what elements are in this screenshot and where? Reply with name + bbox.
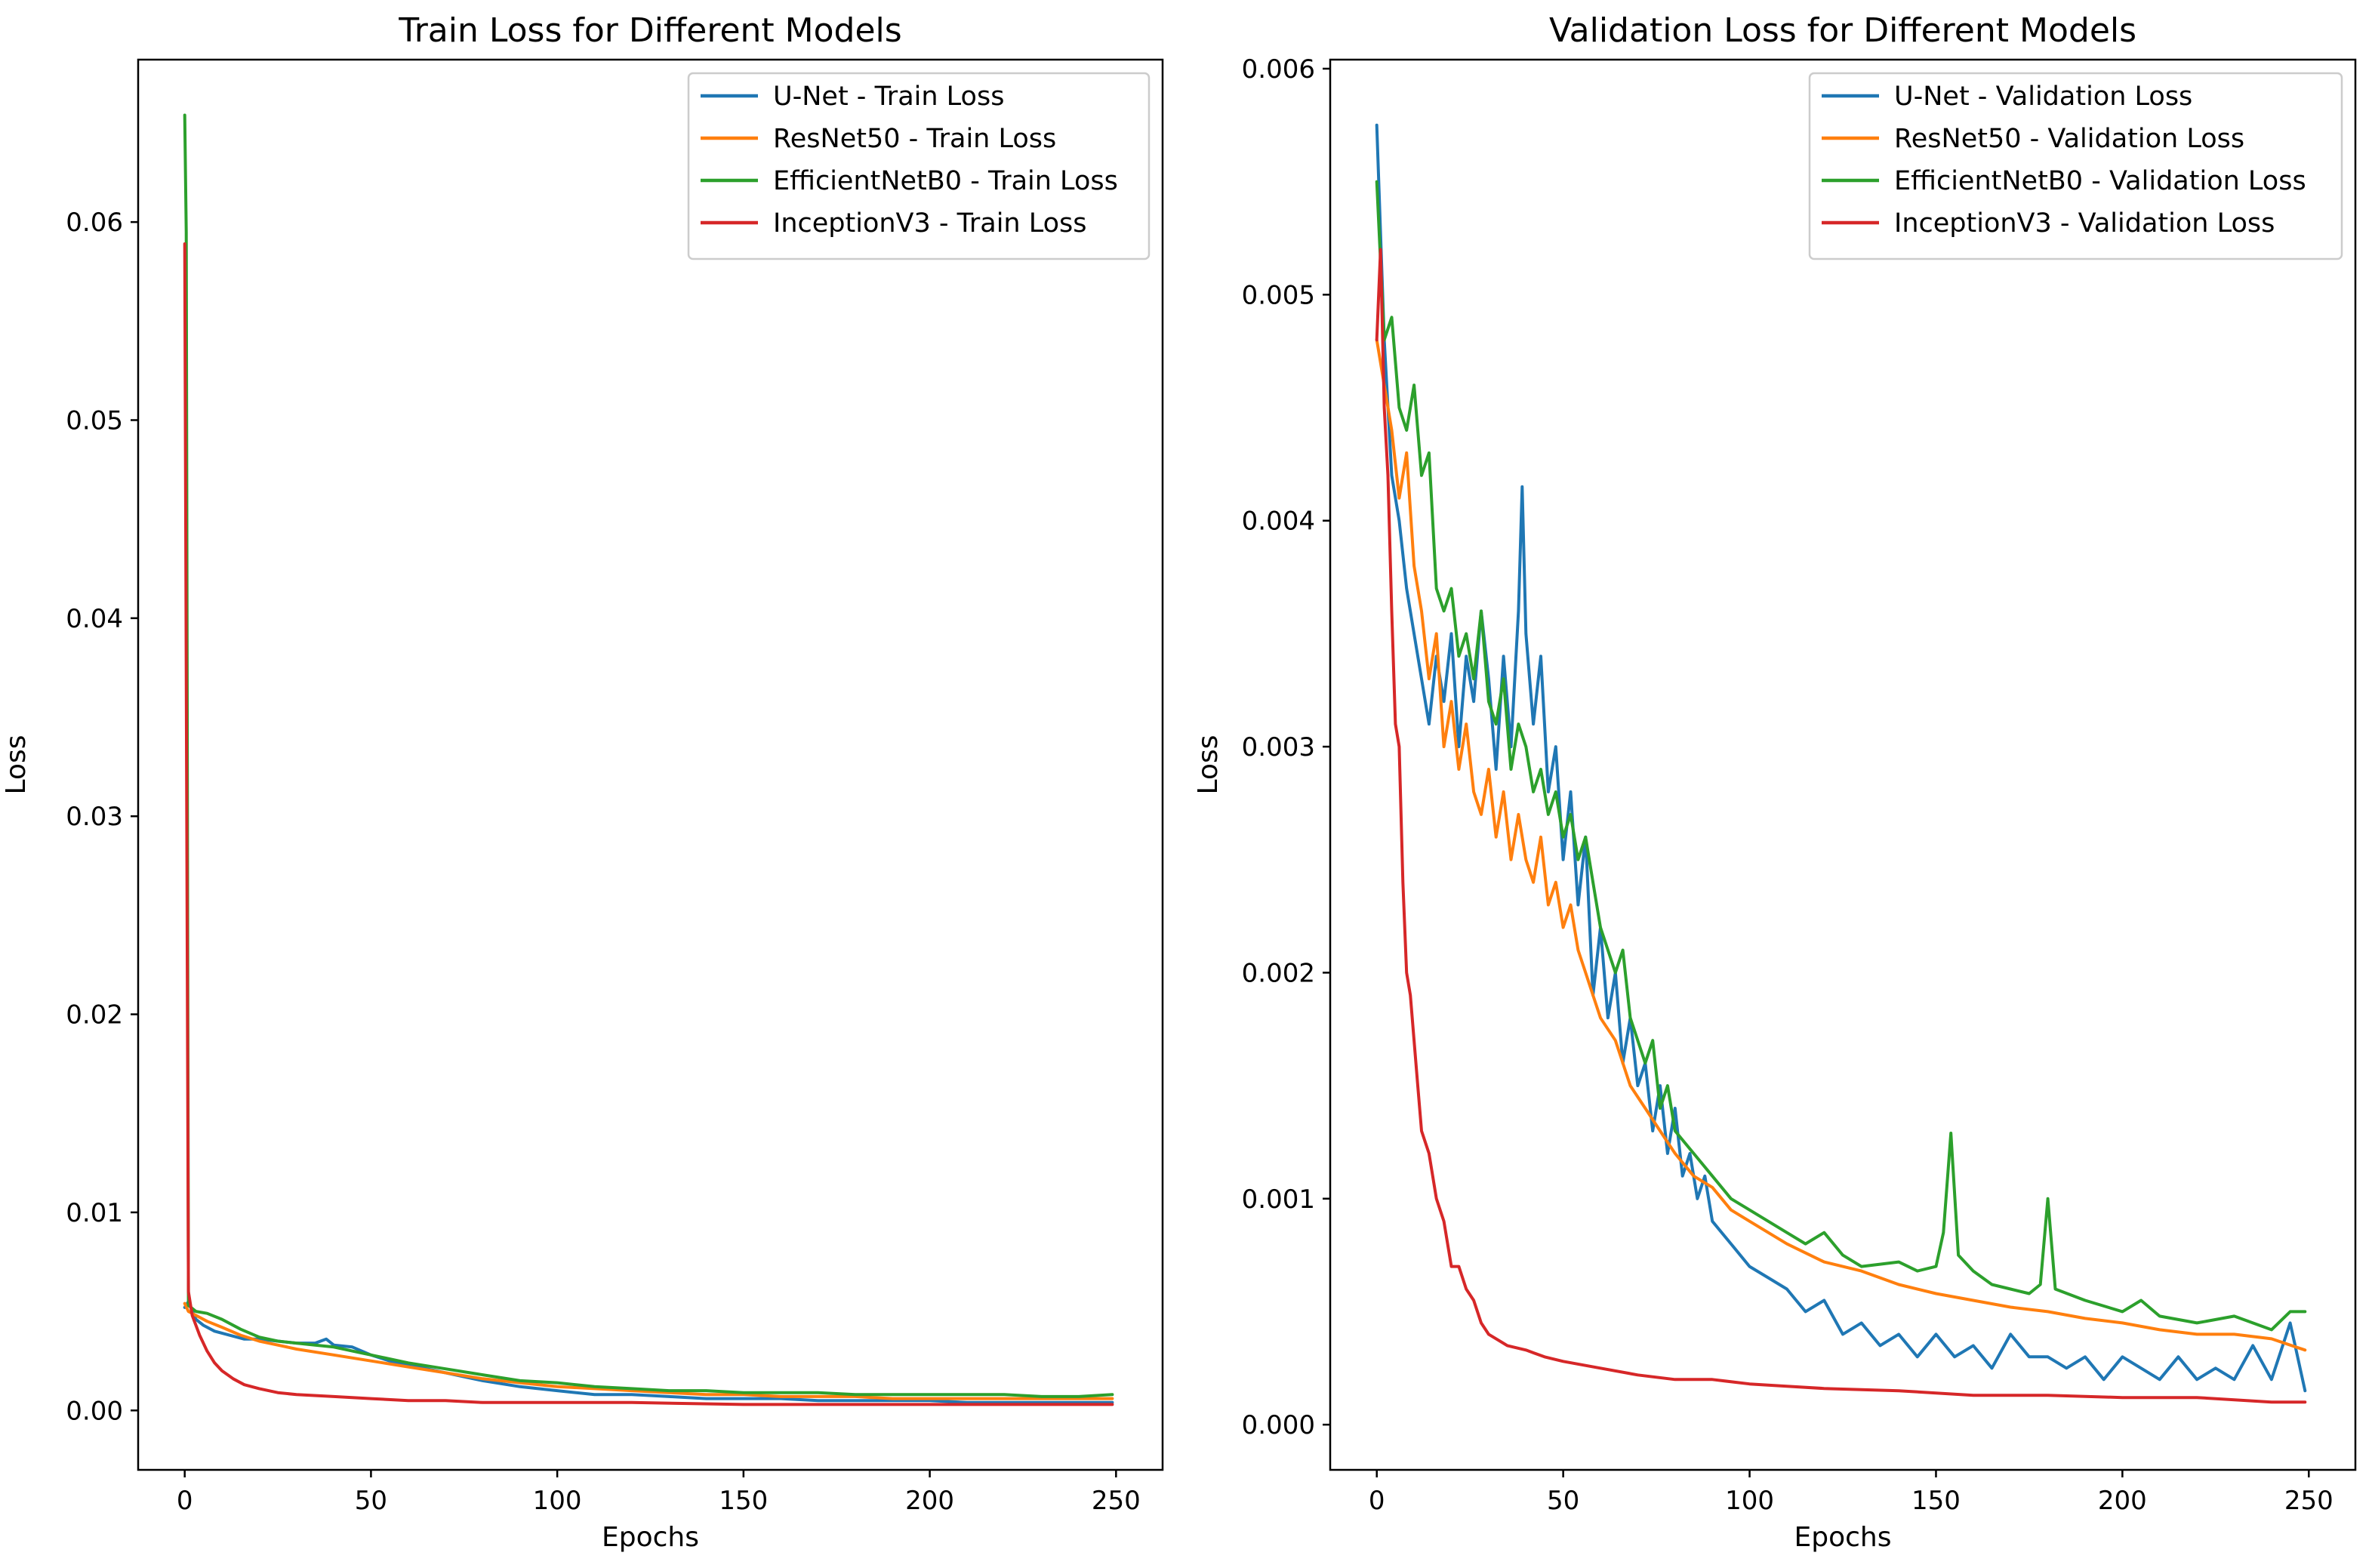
y-tick-label: 0.00 (66, 1396, 123, 1426)
y-tick-label: 0.000 (1242, 1410, 1315, 1440)
y-tick-label: 0.004 (1242, 507, 1315, 537)
y-tick-label: 0.005 (1242, 280, 1315, 310)
y-tick-label: 0.002 (1242, 958, 1315, 988)
inceptionv3-train-loss-line (183, 242, 1114, 1406)
x-tick-label: 150 (719, 1486, 768, 1516)
chart-title: Train Loss for Different Models (398, 11, 901, 50)
legend-entry: EfficientNetB0 - Train Loss (773, 166, 1118, 196)
x-tick-label: 0 (177, 1486, 193, 1516)
legend-entry: ResNet50 - Validation Loss (1894, 124, 2244, 154)
y-tick-label: 0.04 (66, 604, 123, 634)
x-tick-label: 250 (1092, 1486, 1141, 1516)
legend: U-Net - Validation Loss ResNet50 - Valida… (1808, 72, 2343, 260)
y-tick-label: 0.05 (66, 405, 123, 436)
legend-entry: InceptionV3 - Validation Loss (1894, 208, 2275, 239)
x-tick-label: 0 (1369, 1486, 1385, 1516)
x-tick-label: 200 (905, 1486, 954, 1516)
legend-entry: U-Net - Train Loss (773, 82, 1004, 112)
y-axis-label: Loss (1193, 735, 1224, 795)
legend-entry: U-Net - Validation Loss (1894, 82, 2192, 112)
y-tick-label: 0.006 (1242, 54, 1315, 85)
y-tick-label: 0.03 (66, 802, 123, 832)
x-tick-label: 100 (533, 1486, 582, 1516)
x-tick-label: 250 (2284, 1486, 2333, 1516)
x-tick-label: 150 (1911, 1486, 1961, 1516)
y-tick-label: 0.06 (66, 208, 123, 238)
x-tick-label: 50 (355, 1486, 387, 1516)
efficientnetb0-train-loss-line (183, 113, 1114, 1398)
validation-loss-panel: 0 50 100 150 200 250 0.000 0.001 0.002 0.003 0.004… (1193, 11, 2357, 1553)
legend-entry: ResNet50 - Train Loss (773, 124, 1056, 154)
y-tick-label: 0.01 (66, 1198, 123, 1228)
legend-box (1808, 72, 2343, 260)
legend-entry: EfficientNetB0 - Validation Loss (1894, 166, 2306, 196)
legend: U-Net - Train Loss ResNet50 - Train Loss E… (687, 72, 1151, 260)
y-tick-label: 0.02 (66, 1000, 123, 1030)
x-tick-label: 200 (2098, 1486, 2147, 1516)
resnet50-train-loss-line (183, 1302, 1114, 1400)
y-tick-label: 0.001 (1242, 1184, 1315, 1215)
y-axis-label: Loss (1, 735, 32, 795)
plot-frame (137, 58, 1164, 1471)
x-axis-label: Epochs (1794, 1522, 1892, 1553)
x-tick-label: 100 (1725, 1486, 1774, 1516)
x-axis-label: Epochs (602, 1522, 699, 1553)
resnet50-validation-loss-line (1375, 338, 2307, 1352)
inceptionv3-validation-loss-line (1375, 248, 2307, 1404)
y-tick-label: 0.003 (1242, 732, 1315, 762)
u-net-validation-loss-line (1375, 123, 2307, 1393)
train-loss-panel: 0 50 100 150 200 250 0.00 0.01 0.02 0.03 0.04 0.05 0… (1, 11, 1164, 1553)
chart-title: Validation Loss for Different Models (1549, 11, 2136, 50)
legend-entry: InceptionV3 - Train Loss (773, 208, 1087, 239)
efficientnetb0-validation-loss-line (1375, 180, 2307, 1332)
legend-box (687, 72, 1151, 260)
x-tick-label: 50 (1547, 1486, 1579, 1516)
plot-frame (1329, 58, 2357, 1471)
